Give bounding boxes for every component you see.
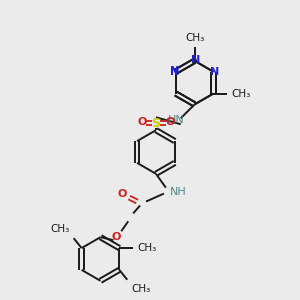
Text: O: O [118, 189, 127, 199]
Text: O: O [165, 117, 175, 127]
Text: N: N [170, 67, 179, 77]
Text: CH₃: CH₃ [185, 33, 204, 43]
Text: S: S [152, 117, 160, 130]
Text: HN: HN [168, 115, 185, 125]
Text: CH₃: CH₃ [137, 243, 156, 253]
Text: N: N [170, 66, 179, 76]
Text: O: O [112, 232, 121, 242]
Text: N: N [191, 55, 200, 65]
Text: O: O [137, 117, 147, 127]
Text: N: N [210, 67, 219, 77]
Text: NH: NH [170, 187, 187, 196]
Text: CH₃: CH₃ [50, 224, 70, 234]
Text: CH₃: CH₃ [131, 284, 151, 294]
Text: CH₃: CH₃ [231, 88, 250, 98]
